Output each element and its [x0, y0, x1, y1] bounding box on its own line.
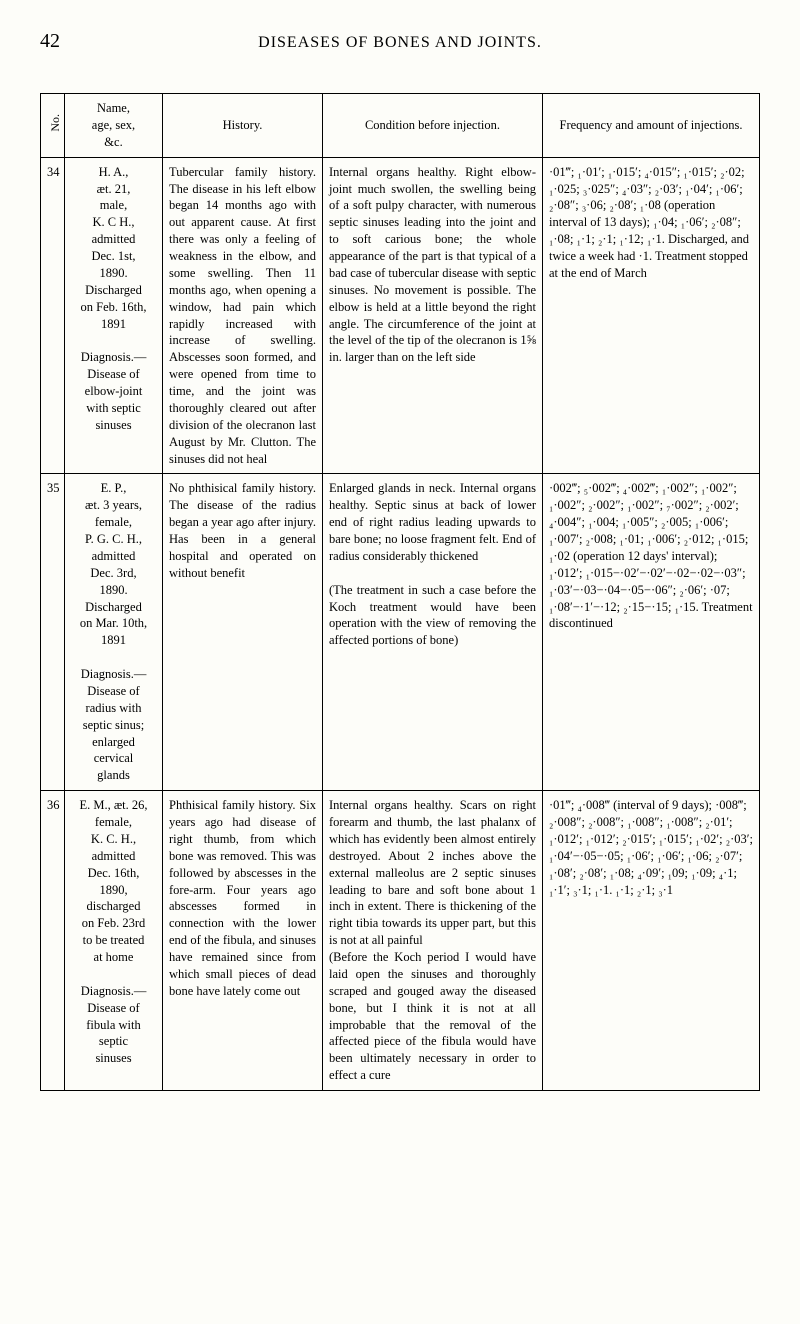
cell-name: H. A., æt. 21, male, K. C H., admitted D… — [65, 157, 163, 474]
header-condition: Condition before injection. — [323, 94, 543, 158]
header-name: Name, age, sex, &c. — [65, 94, 163, 158]
table-head: No. Name, age, sex, &c. History. Conditi… — [41, 94, 760, 158]
cell-no: 36 — [41, 791, 65, 1091]
table-row: 35 E. P., æt. 3 years, female, P. G. C. … — [41, 474, 760, 791]
cell-name: E. P., æt. 3 years, female, P. G. C. H.,… — [65, 474, 163, 791]
cell-no: 34 — [41, 157, 65, 474]
table-row: 36 E. M., æt. 26, female, K. C. H., admi… — [41, 791, 760, 1091]
table-body: 34 H. A., æt. 21, male, K. C H., admitte… — [41, 157, 760, 1090]
cell-history: Tubercular family history. The disease i… — [163, 157, 323, 474]
header-no: No. — [41, 94, 65, 158]
cell-history: Phthisical family history. Six years ago… — [163, 791, 323, 1091]
header-no-label: No. — [47, 114, 63, 132]
cell-name: E. M., æt. 26, female, K. C. H., admitte… — [65, 791, 163, 1091]
page-title: DISEASES OF BONES AND JOINTS. — [40, 34, 760, 52]
cell-frequency: ·002‴; ₅·002‴; ₄·002‴; ₁·002″; ₁·002″; ₁… — [543, 474, 760, 791]
cell-condition: Enlarged glands in neck. Internal organs… — [323, 474, 543, 791]
cell-no: 35 — [41, 474, 65, 791]
page-header: 42 DISEASES OF BONES AND JOINTS. — [40, 30, 760, 53]
cell-history: No phthisical family history. The diseas… — [163, 474, 323, 791]
header-history: History. — [163, 94, 323, 158]
cell-condition: Internal organs healthy. Right elbow-joi… — [323, 157, 543, 474]
cell-frequency: ·01‴; ₄·008‴ (interval of 9 days); ·008‴… — [543, 791, 760, 1091]
cell-frequency: ·01‴; ₁·01′; ₁·015′; ₄·015″; ₁·015′; ₂·0… — [543, 157, 760, 474]
cell-condition: Internal organs healthy. Scars on right … — [323, 791, 543, 1091]
data-table: No. Name, age, sex, &c. History. Conditi… — [40, 93, 760, 1091]
header-frequency: Frequency and amount of injections. — [543, 94, 760, 158]
table-row: 34 H. A., æt. 21, male, K. C H., admitte… — [41, 157, 760, 474]
page: 42 DISEASES OF BONES AND JOINTS. No. Nam… — [0, 0, 800, 1324]
